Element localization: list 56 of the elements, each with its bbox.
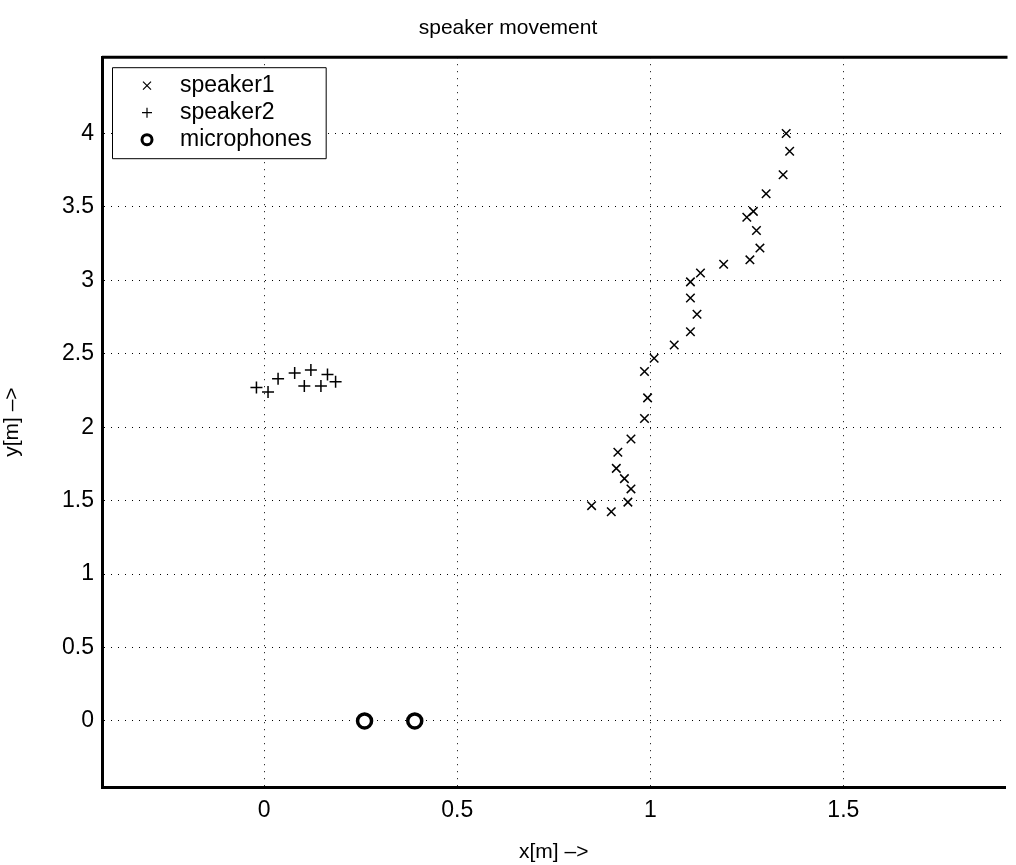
point <box>692 309 702 320</box>
point <box>261 385 275 399</box>
point <box>685 293 696 304</box>
y-tick-label: 1 <box>81 559 94 586</box>
point <box>761 188 772 199</box>
y-tick-label: 4 <box>81 118 95 145</box>
y-axis-title: y[m] –> <box>0 387 23 457</box>
point <box>744 254 755 265</box>
x-axis-title: x[m] –> <box>519 839 589 863</box>
y-tick-label: 2.5 <box>62 339 94 366</box>
point <box>606 506 617 517</box>
point <box>781 128 792 139</box>
point <box>695 268 706 279</box>
point <box>586 500 597 511</box>
point <box>611 463 622 474</box>
point <box>304 363 318 377</box>
legend-label: speaker2 <box>180 98 275 125</box>
point <box>669 340 680 350</box>
point <box>355 712 374 730</box>
point <box>625 483 636 494</box>
x-tick-label: 0 <box>257 796 271 823</box>
x-tick-label: 0.5 <box>441 796 474 823</box>
point <box>639 413 650 424</box>
point <box>784 146 795 157</box>
chart-title: speaker movement <box>418 15 598 39</box>
point <box>685 276 696 287</box>
point <box>639 366 650 377</box>
point <box>778 169 789 180</box>
point <box>718 259 729 270</box>
y-tick-label: 1.5 <box>62 486 94 512</box>
point <box>612 447 623 458</box>
point <box>287 366 302 380</box>
point <box>649 353 660 364</box>
point <box>642 392 653 403</box>
point <box>406 712 424 730</box>
point <box>619 473 630 484</box>
legend-label: speaker1 <box>180 71 275 98</box>
point <box>751 225 762 236</box>
y-tick-label: 3.5 <box>62 192 94 219</box>
point <box>249 380 264 395</box>
y-tick-label: 3 <box>81 265 94 292</box>
point <box>622 497 633 508</box>
point <box>297 379 312 393</box>
legend-label: microphones <box>180 125 312 152</box>
point <box>741 212 752 223</box>
y-tick-label: 2 <box>81 412 94 439</box>
point <box>271 372 285 386</box>
point <box>748 206 759 217</box>
point <box>754 243 765 254</box>
x-tick-label: 1.5 <box>827 796 860 823</box>
point <box>625 433 636 444</box>
y-tick-label: 0 <box>81 706 94 733</box>
x-tick-label: 1 <box>643 796 657 823</box>
point <box>314 379 328 393</box>
y-tick-label: 0.5 <box>62 632 94 659</box>
point <box>685 326 696 337</box>
